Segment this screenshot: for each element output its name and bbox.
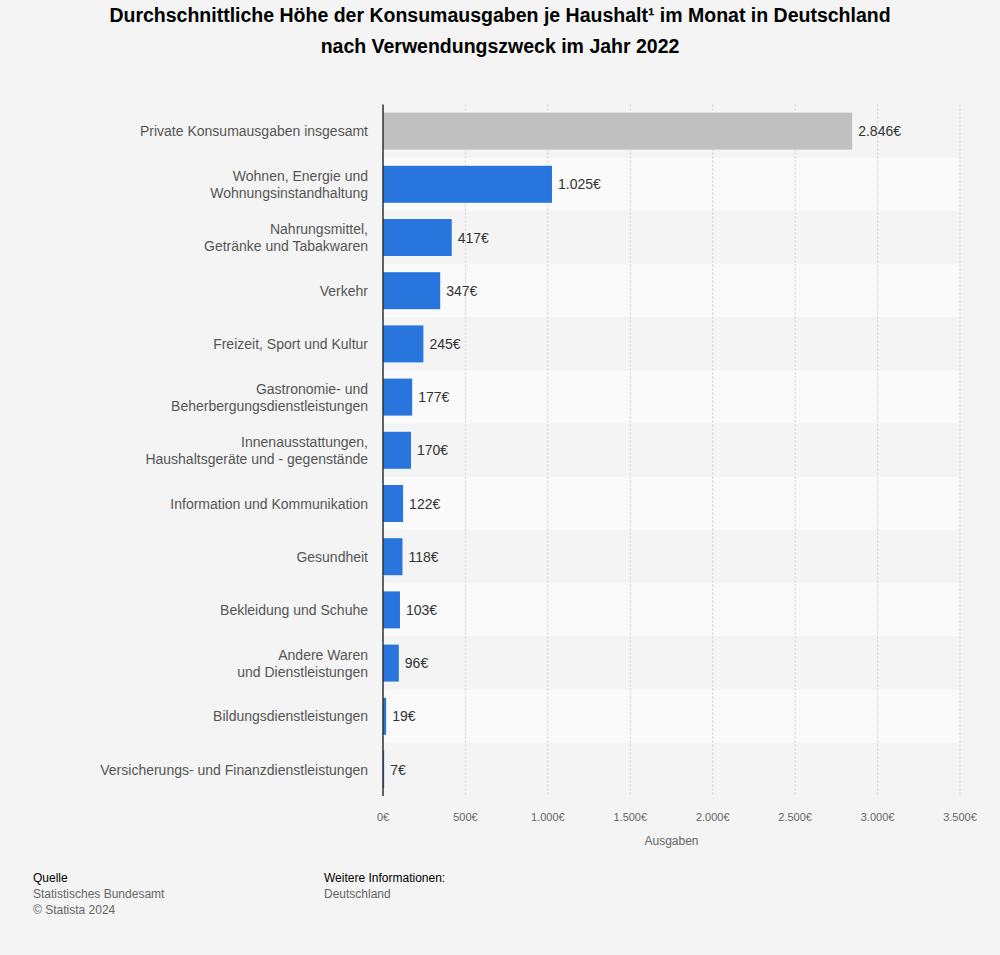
text-line: Private Konsumausgaben insgesamt	[140, 123, 368, 139]
category-label: Wohnen, Energie undWohnungsinstandhaltun…	[210, 168, 368, 201]
bar	[383, 379, 412, 416]
category-label: Gesundheit	[296, 549, 368, 565]
grid-line	[547, 105, 548, 797]
grid-line	[877, 105, 878, 797]
text-line: Innenausstattungen,	[241, 434, 368, 450]
data-label: 19€	[392, 708, 416, 724]
text-line: und Dienstleistungen	[237, 664, 368, 680]
row-band	[383, 105, 960, 158]
row-band	[383, 424, 960, 477]
data-label: 2.846€	[858, 123, 901, 139]
text-line: Gesundheit	[296, 549, 368, 565]
text-line: Versicherungs- und Finanzdienstleistunge…	[100, 762, 368, 778]
text-line: Durchschnittliche Höhe der Konsumausgabe…	[109, 4, 890, 26]
text-line: Freizeit, Sport und Kultur	[213, 336, 368, 352]
grid-line	[630, 105, 631, 797]
footer-text: Weitere Informationen:	[324, 871, 445, 885]
text-line: Bekleidung und Schuhe	[220, 602, 368, 618]
text-line: nach Verwendungszweck im Jahr 2022	[321, 35, 680, 57]
category-label: Andere Warenund Dienstleistungen	[237, 647, 368, 680]
row-band	[383, 477, 960, 530]
tick-label: 2.500€	[778, 811, 812, 823]
bar	[383, 166, 552, 203]
row-band	[383, 637, 960, 690]
bar	[383, 272, 440, 309]
text-line: Nahrungsmittel,	[270, 221, 368, 237]
data-label: 347€	[446, 283, 477, 299]
grid-line	[712, 105, 713, 797]
category-label: Innenausstattungen,Haushaltsgeräte und -…	[145, 434, 368, 467]
data-label: 7€	[390, 762, 406, 778]
tick-label: 2.000€	[696, 811, 730, 823]
tick-label: 1.500€	[613, 811, 647, 823]
text-line: Information und Kommunikation	[170, 496, 368, 512]
text-line: Gastronomie- und	[256, 381, 368, 397]
row-band	[383, 264, 960, 317]
data-label: 96€	[405, 655, 429, 671]
row-band	[383, 158, 960, 211]
axis-line	[382, 105, 384, 797]
text-line: Andere Waren	[278, 647, 368, 663]
grid-line	[960, 105, 961, 797]
text-line: Beherbergungsdienstleistungen	[171, 398, 368, 414]
category-label: Versicherungs- und Finanzdienstleistunge…	[100, 762, 368, 778]
footer-text: Quelle	[33, 871, 68, 885]
footer-text: Statistisches Bundesamt	[33, 887, 165, 901]
text-line: Wohnen, Energie und	[233, 168, 368, 184]
row-band	[383, 371, 960, 424]
bar	[383, 538, 402, 575]
axis-label: Ausgaben	[644, 834, 698, 848]
category-label: Verkehr	[320, 283, 369, 299]
text-line: Haushaltsgeräte und - gegenstände	[145, 451, 368, 467]
tick-label: 0€	[377, 811, 389, 823]
data-label: 118€	[408, 549, 438, 565]
background	[0, 0, 1000, 955]
bar	[383, 325, 423, 362]
text-line: Getränke und Tabakwaren	[204, 238, 368, 254]
tick-label: 1.000€	[531, 811, 565, 823]
row-band	[383, 317, 960, 370]
bar	[383, 645, 399, 682]
row-band	[383, 690, 960, 743]
grid-line	[465, 105, 466, 797]
text-line: Wohnungsinstandhaltung	[210, 185, 368, 201]
bar	[383, 485, 403, 522]
tick-label: 3.500€	[943, 811, 977, 823]
data-label: 170€	[417, 442, 448, 458]
bar	[383, 113, 852, 150]
data-label: 177€	[418, 389, 449, 405]
bars	[383, 113, 852, 788]
grid-line	[795, 105, 796, 797]
data-label: 1.025€	[558, 176, 601, 192]
tick-label: 500€	[453, 811, 477, 823]
data-label: 245€	[429, 336, 460, 352]
tick-label: 3.000€	[861, 811, 895, 823]
data-label: 122€	[409, 496, 440, 512]
title: Durchschnittliche Höhe der Konsumausgabe…	[109, 4, 890, 57]
grid-line	[383, 105, 384, 797]
row-band	[383, 530, 960, 583]
footer-text: Deutschland	[324, 887, 391, 901]
data-label: 103€	[406, 602, 437, 618]
bar	[383, 432, 411, 469]
data-label: 417€	[458, 230, 489, 246]
category-label: Nahrungsmittel,Getränke und Tabakwaren	[204, 221, 368, 254]
row-band	[383, 743, 960, 796]
footer-text: © Statista 2024	[33, 903, 116, 917]
text-line: Verkehr	[320, 283, 369, 299]
bar	[383, 591, 400, 628]
category-label: Freizeit, Sport und Kultur	[213, 336, 368, 352]
category-label: Information und Kommunikation	[170, 496, 368, 512]
category-label: Bildungsdienstleistungen	[213, 708, 368, 724]
row-band	[383, 583, 960, 636]
bar	[383, 219, 452, 256]
row-band	[383, 211, 960, 264]
category-label: Gastronomie- undBeherbergungsdienstleist…	[171, 381, 368, 414]
category-label: Private Konsumausgaben insgesamt	[140, 123, 368, 139]
category-label: Bekleidung und Schuhe	[220, 602, 368, 618]
chart: Durchschnittliche Höhe der Konsumausgabe…	[0, 0, 1000, 955]
text-line: Bildungsdienstleistungen	[213, 708, 368, 724]
